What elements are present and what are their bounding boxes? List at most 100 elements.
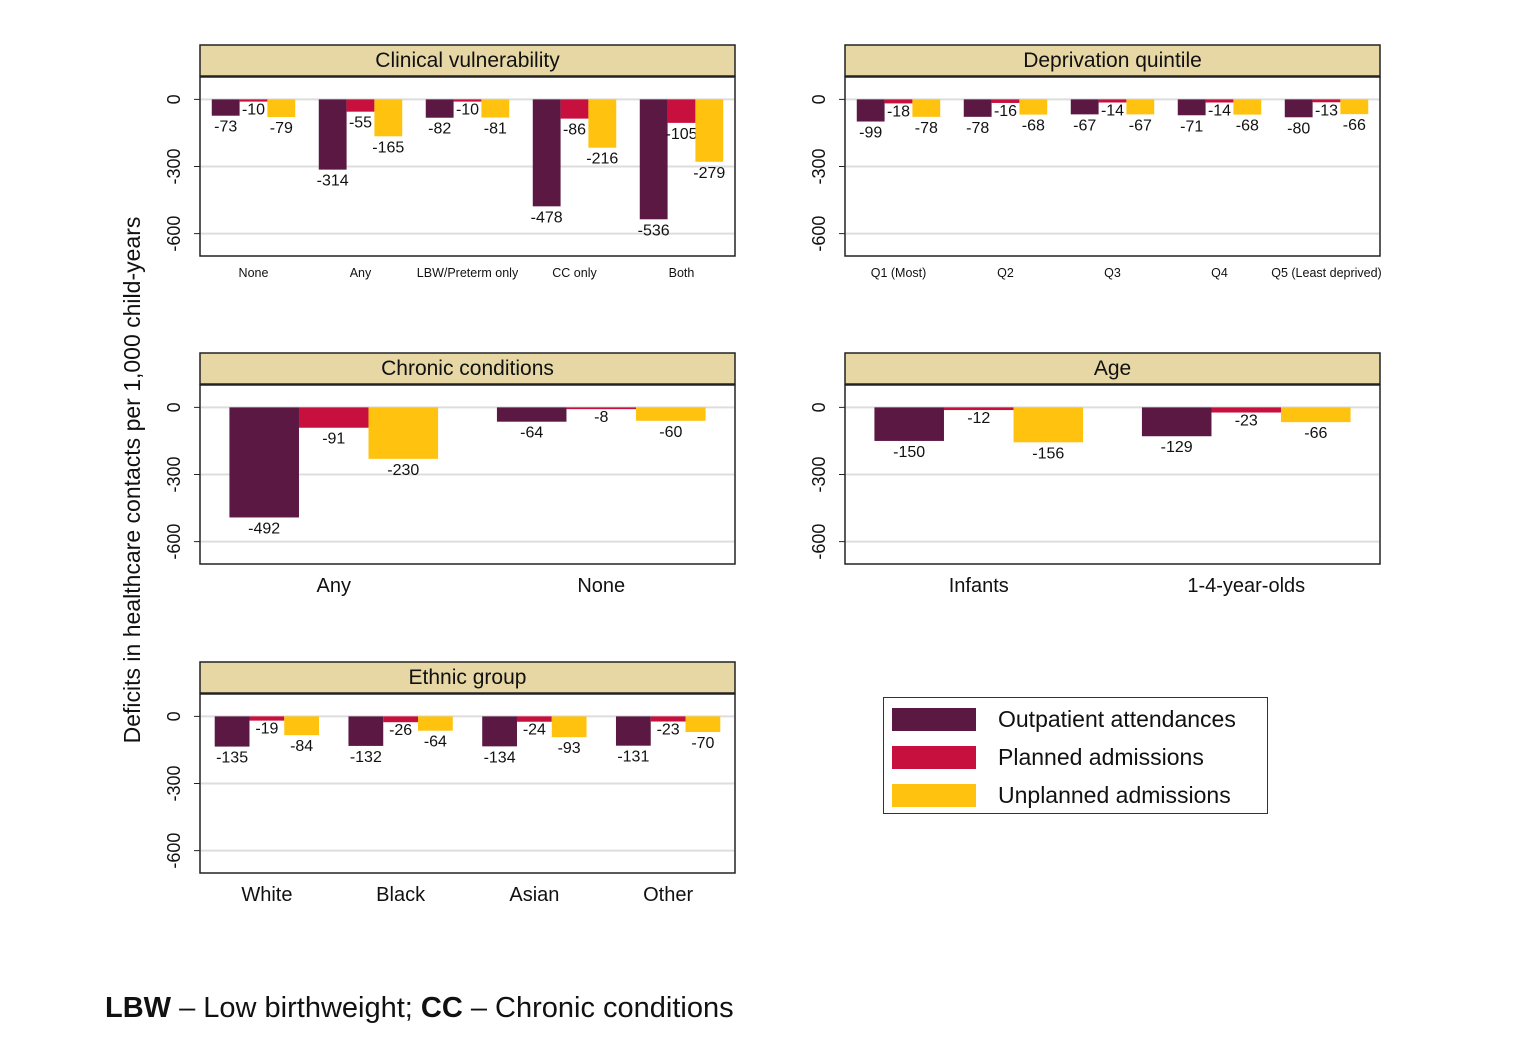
data-label: -230 — [387, 462, 419, 479]
data-label: -93 — [558, 740, 581, 757]
x-tick-label: Q2 — [997, 266, 1014, 280]
x-tick-label: CC only — [552, 266, 597, 280]
x-tick-label: Q1 (Most) — [871, 266, 927, 280]
y-tick-label: -600 — [809, 524, 829, 560]
x-tick-label: Q3 — [1104, 266, 1121, 280]
bar — [249, 716, 285, 721]
data-label: -13 — [1315, 102, 1338, 119]
y-tick-label: 0 — [164, 711, 184, 721]
x-tick-label: Infants — [949, 575, 1009, 597]
panel-title-strip — [199, 661, 736, 694]
data-label: -279 — [693, 165, 725, 182]
panel-title-strip — [199, 352, 736, 385]
y-tick-label: -300 — [164, 148, 184, 184]
data-label: -71 — [1180, 118, 1203, 135]
bar — [685, 716, 721, 733]
data-label: -10 — [242, 102, 265, 119]
y-tick-label: -300 — [809, 148, 829, 184]
bar — [560, 99, 589, 119]
data-label: -478 — [531, 209, 563, 226]
x-tick-label: Other — [643, 884, 693, 906]
panel-title: Deprivation quintile — [1023, 49, 1202, 72]
data-label: -314 — [317, 173, 349, 190]
data-label: -78 — [966, 120, 989, 137]
bar — [639, 99, 668, 220]
bar — [566, 407, 637, 410]
legend: Outpatient attendances Planned admission… — [883, 697, 1268, 814]
data-label: -165 — [372, 139, 404, 156]
bar — [425, 99, 454, 118]
x-tick-label: Asian — [509, 884, 559, 906]
data-label: -134 — [484, 749, 516, 766]
bar — [229, 407, 299, 518]
x-tick-label: 1-4-year-olds — [1187, 575, 1305, 597]
legend-item: Planned admissions — [892, 744, 1204, 770]
x-tick-label: Black — [376, 884, 426, 906]
data-label: -23 — [1235, 413, 1258, 430]
bar — [1126, 99, 1155, 115]
footnote-term: LBW — [105, 992, 172, 1024]
bar — [496, 407, 567, 422]
bar — [516, 716, 552, 722]
y-tick-label: 0 — [809, 402, 829, 412]
x-tick-label: Any — [317, 575, 351, 597]
data-label: -23 — [657, 722, 680, 739]
data-label: -105 — [665, 126, 697, 143]
data-label: -67 — [1073, 117, 1096, 134]
data-label: -68 — [1022, 118, 1045, 135]
bar — [318, 99, 347, 170]
bar — [284, 716, 320, 736]
panel-title: Ethnic group — [409, 666, 527, 689]
y-tick-label: -300 — [164, 456, 184, 492]
data-label: -16 — [994, 103, 1017, 120]
data-label: -10 — [456, 102, 479, 119]
bar — [551, 716, 587, 738]
data-label: -19 — [255, 721, 278, 738]
data-label: -156 — [1032, 445, 1064, 462]
bar — [636, 407, 706, 421]
data-label: -64 — [424, 734, 447, 751]
bar — [650, 716, 686, 722]
bar — [1340, 99, 1369, 115]
data-label: -8 — [594, 409, 608, 426]
x-tick-label: Any — [350, 266, 372, 280]
bar — [1284, 99, 1313, 118]
bar — [695, 99, 724, 162]
bar — [348, 716, 384, 746]
bar — [1177, 99, 1206, 116]
data-label: -150 — [893, 444, 925, 461]
bar — [368, 407, 439, 459]
data-label: -64 — [520, 425, 543, 442]
data-label: -86 — [563, 122, 586, 139]
data-label: -81 — [484, 120, 507, 137]
bar — [211, 99, 240, 116]
x-tick-label: Both — [669, 266, 695, 280]
y-tick-label: -600 — [164, 833, 184, 869]
bar — [267, 99, 296, 118]
bar — [1013, 407, 1084, 443]
bar — [884, 99, 913, 104]
panel-title-strip — [844, 352, 1381, 385]
y-tick-label: 0 — [809, 94, 829, 104]
data-label: -132 — [350, 749, 382, 766]
data-label: -78 — [915, 120, 938, 137]
legend-item: Outpatient attendances — [892, 706, 1236, 732]
y-tick-label: -600 — [164, 524, 184, 560]
x-tick-label: Q4 — [1211, 266, 1228, 280]
data-label: -18 — [887, 103, 910, 120]
data-label: -73 — [214, 119, 237, 136]
data-label: -80 — [1287, 120, 1310, 137]
x-tick-label: Q5 (Least deprived) — [1271, 266, 1381, 280]
bar — [963, 99, 992, 117]
bar — [1281, 407, 1351, 423]
footnote: LBW – Low birthweight; CC – Chronic cond… — [105, 992, 734, 1025]
data-label: -82 — [428, 121, 451, 138]
y-tick-label: -600 — [164, 216, 184, 252]
panel-title-strip — [844, 44, 1381, 77]
y-tick-label: -300 — [809, 456, 829, 492]
panel-title: Age — [1094, 357, 1131, 380]
footnote-text: – Low birthweight; — [171, 992, 421, 1024]
bar — [874, 407, 944, 441]
x-tick-label: None — [577, 575, 625, 597]
data-label: -66 — [1343, 117, 1366, 134]
